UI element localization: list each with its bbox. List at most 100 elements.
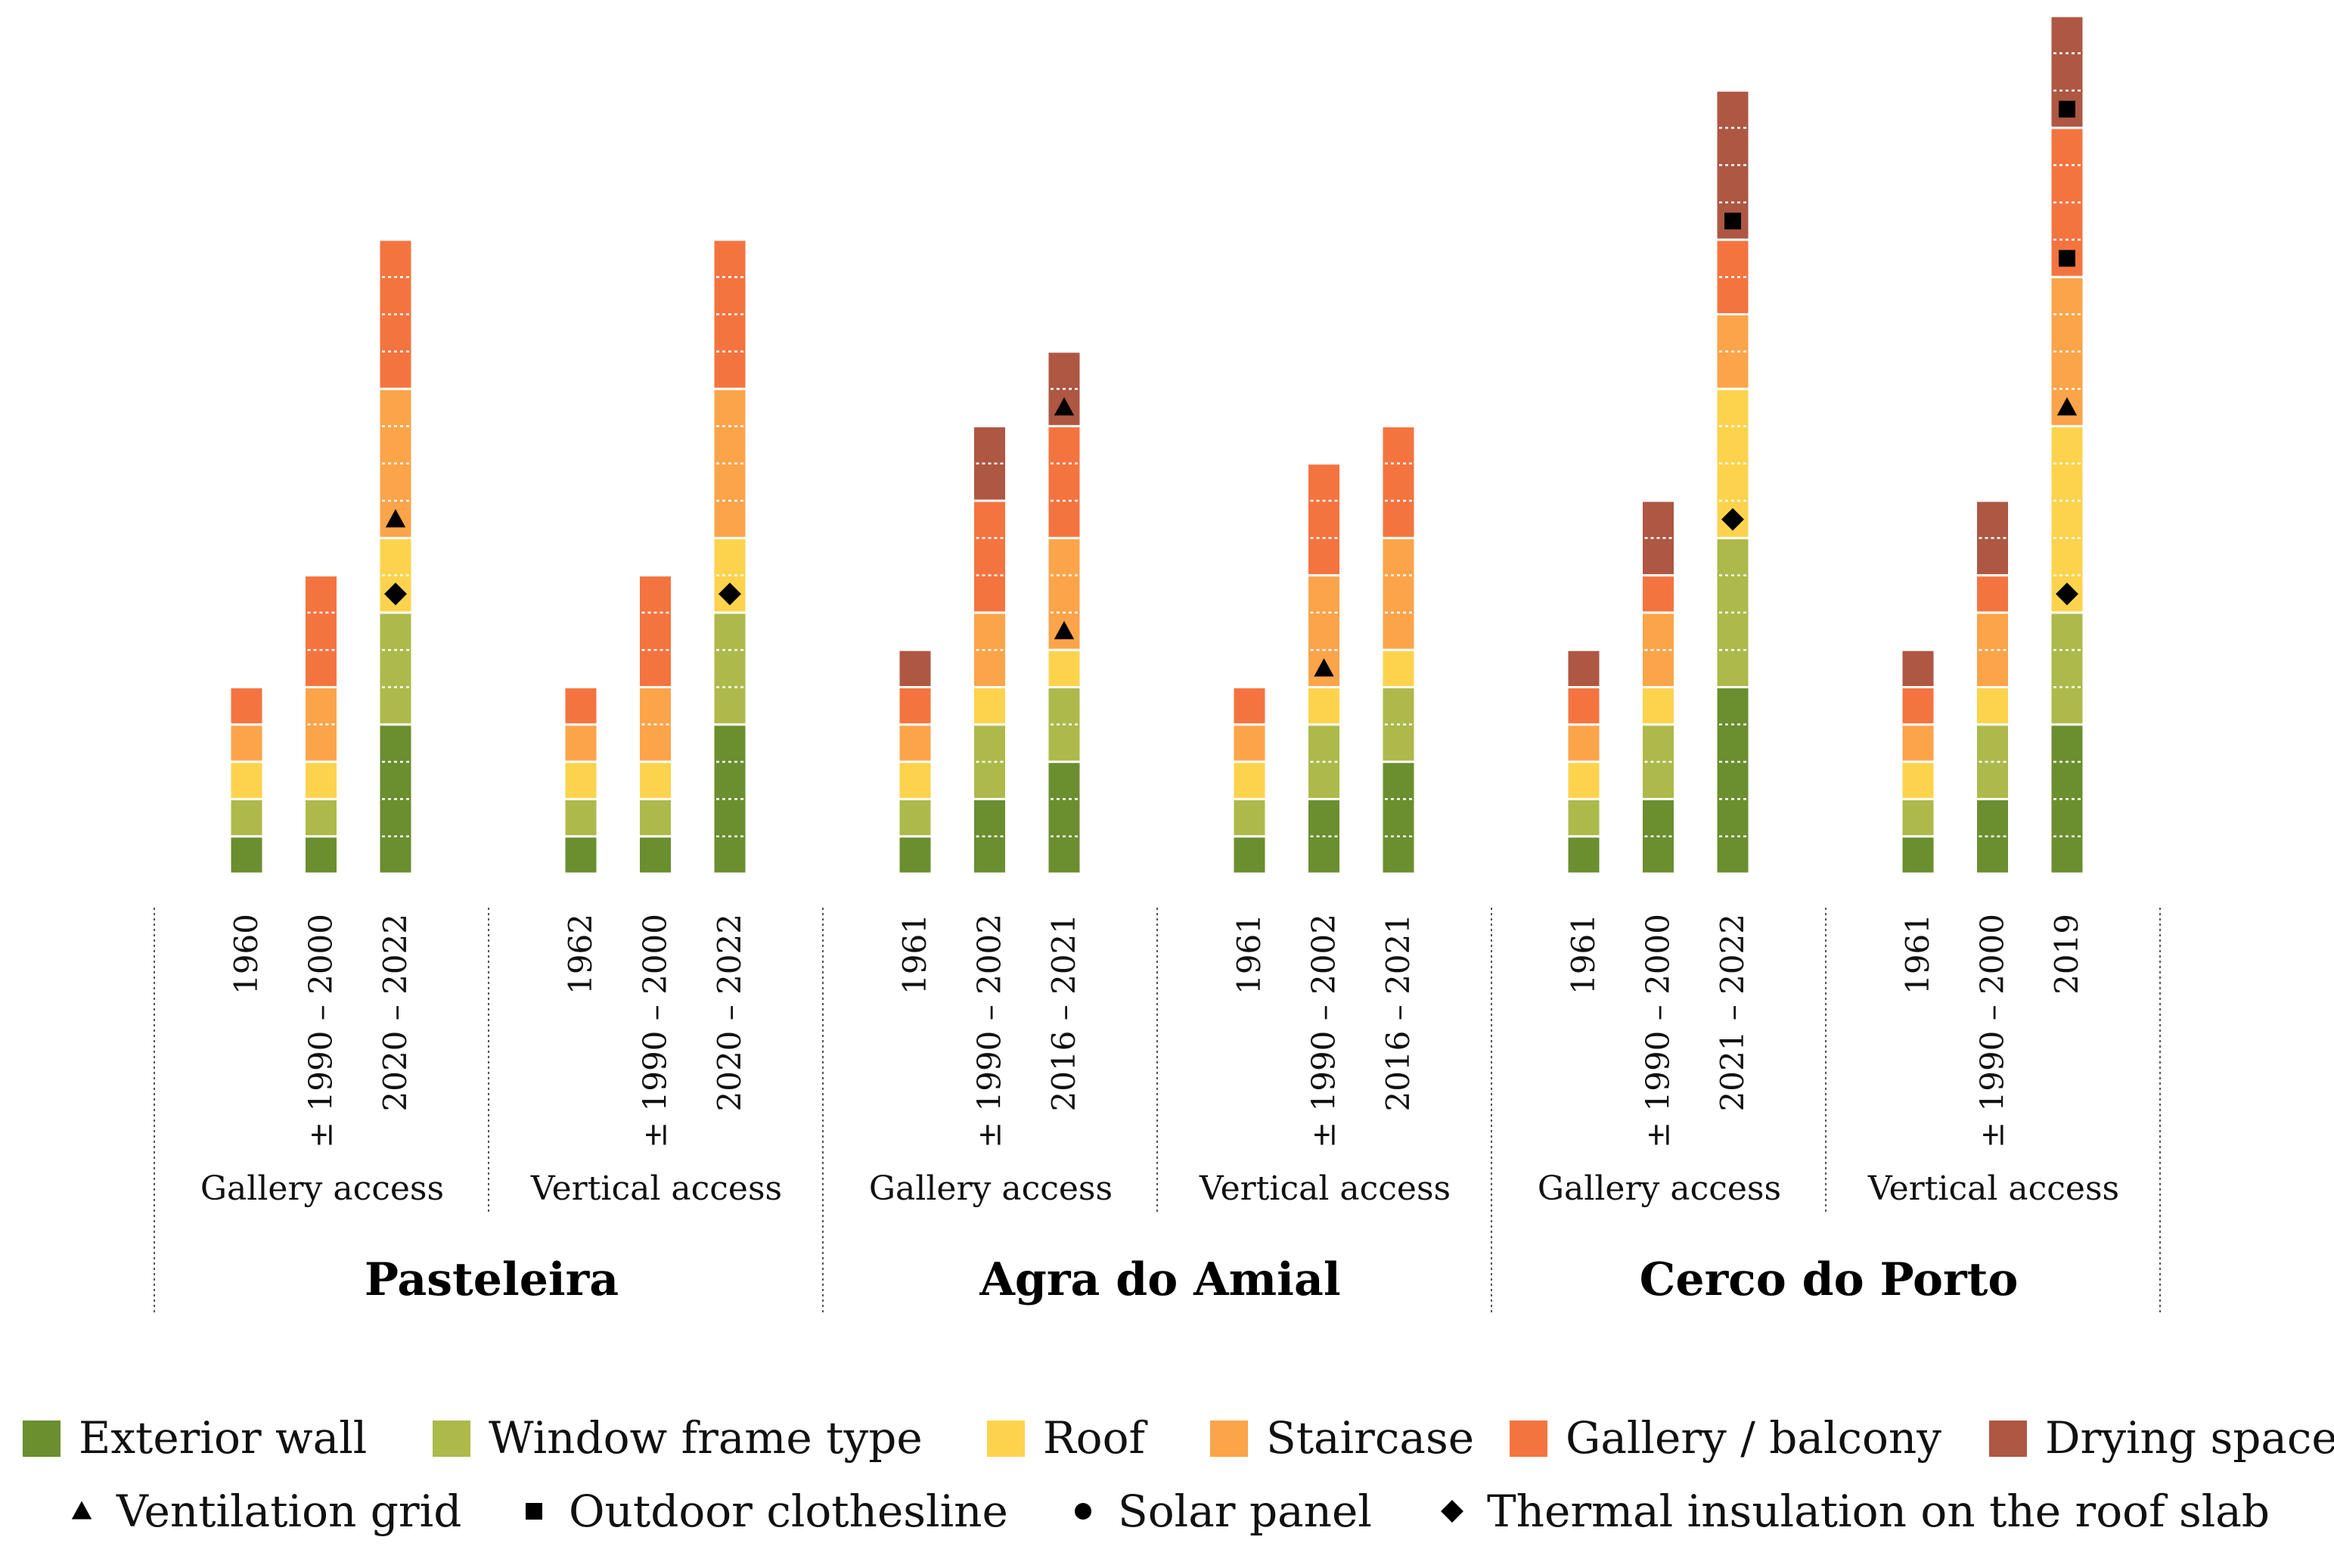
bar-segment-gallery-balcony bbox=[563, 686, 599, 726]
legend-label: Solar panel bbox=[1118, 1486, 1372, 1537]
group-label: Vertical access bbox=[530, 1169, 782, 1208]
group-label: Vertical access bbox=[1199, 1169, 1451, 1208]
legend-swatch-gallery-balcony bbox=[1510, 1421, 1547, 1457]
bar-segment-roof bbox=[897, 760, 933, 800]
bar-marker-diamond bbox=[719, 582, 741, 606]
legend-label: Ventilation grid bbox=[116, 1486, 461, 1537]
legend-marker-triangle bbox=[71, 1501, 92, 1520]
legend-label: Thermal insulation on the roof slab bbox=[1487, 1486, 2270, 1537]
bar-segment-window-frame-type bbox=[897, 797, 933, 838]
site-label: Cerco do Porto bbox=[1640, 1253, 2019, 1306]
labels-layer: 1960 ± 1990 – 2000 2020 – 2022 1962 ± 1990 –… bbox=[154, 908, 2161, 1312]
bar-tick-label: 2020 – 2022 bbox=[377, 914, 414, 1111]
bar-segment-exterior-wall bbox=[228, 835, 265, 875]
bar-segment-gallery-balcony bbox=[1046, 424, 1082, 539]
bar-tick-label: 1961 bbox=[896, 914, 933, 995]
bar-segment-roof bbox=[1640, 686, 1676, 726]
bar-tick-label: ± 1990 – 2000 bbox=[303, 914, 340, 1148]
bar-tick-label: 2021 – 2022 bbox=[1714, 914, 1751, 1111]
legend: Exterior wall Window frame type Roof Stairc… bbox=[23, 1412, 2334, 1537]
bar-segment-roof bbox=[638, 760, 673, 800]
bar-tick-label: 1960 bbox=[228, 914, 265, 995]
bar-segment-roof bbox=[972, 686, 1007, 726]
legend-marker-circle bbox=[1075, 1503, 1091, 1520]
bar-tick-label: 1961 bbox=[1231, 914, 1268, 995]
bar-segment-roof bbox=[1306, 686, 1342, 726]
bar-segment-exterior-wall bbox=[897, 835, 933, 875]
bar-marker-triangle bbox=[1054, 620, 1075, 640]
bar-tick-label: 1961 bbox=[1899, 914, 1936, 995]
bar-segment-exterior-wall bbox=[563, 835, 599, 875]
bar-segment-window-frame-type bbox=[638, 797, 673, 838]
bar-segment-window-frame-type bbox=[1231, 797, 1268, 838]
bar-marker-square bbox=[1724, 213, 1741, 230]
bar-segment-window-frame-type bbox=[377, 611, 414, 726]
bar-tick-label: 1961 bbox=[1565, 914, 1602, 995]
bar-segment-roof bbox=[228, 760, 265, 800]
bar-segment-roof bbox=[1231, 760, 1268, 800]
site-label: Agra do Amial bbox=[979, 1253, 1340, 1306]
bar-segment-roof bbox=[2049, 424, 2085, 614]
bar-segment-gallery-balcony bbox=[897, 686, 933, 726]
legend-swatch-staircase bbox=[1210, 1421, 1248, 1457]
bar-segment-roof bbox=[1566, 760, 1602, 800]
bar-segment-gallery-balcony bbox=[638, 574, 673, 688]
bar-segment-roof bbox=[1380, 648, 1417, 689]
bar-segment-roof bbox=[563, 760, 599, 800]
bar-tick-label: 2016 – 2021 bbox=[1045, 914, 1082, 1111]
bar-marker-diamond bbox=[384, 582, 407, 606]
bar-tick-label: 2020 – 2022 bbox=[711, 914, 748, 1111]
group-label: Gallery access bbox=[869, 1169, 1113, 1208]
bar-segment-window-frame-type bbox=[563, 797, 599, 838]
bar-segment-gallery-balcony bbox=[1975, 574, 2010, 614]
bar-segment-window-frame-type bbox=[1566, 797, 1602, 838]
bar-tick-label: 2016 – 2021 bbox=[1380, 914, 1417, 1111]
bar-segment-window-frame-type bbox=[712, 611, 748, 726]
bar-tick-label: ± 1990 – 2000 bbox=[637, 914, 674, 1148]
legend-label: Window frame type bbox=[489, 1412, 923, 1464]
bar-segment-staircase bbox=[1380, 536, 1417, 651]
bar-segment-gallery-balcony bbox=[1306, 462, 1342, 577]
legend-label: Roof bbox=[1043, 1412, 1148, 1464]
bar-tick-label: ± 1990 – 2002 bbox=[1305, 914, 1342, 1148]
group-label: Vertical access bbox=[1867, 1169, 2119, 1208]
bar-segment-window-frame-type bbox=[228, 797, 265, 838]
bar-tick-label: ± 1990 – 2000 bbox=[1974, 914, 2011, 1148]
bar-segment-gallery-balcony bbox=[303, 574, 339, 688]
bar-segment-window-frame-type bbox=[1900, 797, 1936, 838]
bar-segment-staircase bbox=[1231, 723, 1268, 763]
bar-segment-roof bbox=[303, 760, 339, 800]
bar-marker-triangle bbox=[1054, 397, 1075, 416]
bar-segment-gallery-balcony bbox=[1231, 686, 1268, 726]
legend-swatch-exterior-wall bbox=[23, 1421, 61, 1457]
bar-segment-staircase bbox=[1566, 723, 1602, 763]
bar-marker-square bbox=[2059, 250, 2075, 267]
bar-segment-exterior-wall bbox=[1900, 835, 1936, 875]
legend-marker-diamond bbox=[1441, 1500, 1463, 1523]
bar-segment-window-frame-type bbox=[2049, 611, 2085, 726]
legend-label: Exterior wall bbox=[79, 1412, 367, 1464]
bar-segment-exterior-wall bbox=[303, 835, 339, 875]
bar-tick-label: 1962 bbox=[562, 914, 599, 995]
bar-segment-roof bbox=[1975, 686, 2010, 726]
legend-swatch-window-frame-type bbox=[433, 1421, 470, 1457]
bar-segment-exterior-wall bbox=[1380, 760, 1417, 875]
legend-swatch-drying-space bbox=[1989, 1421, 2027, 1457]
bar-segment-staircase bbox=[563, 723, 599, 763]
bar-segment-gallery-balcony bbox=[1640, 574, 1676, 614]
bar-marker-triangle bbox=[1314, 658, 1334, 677]
bar-segment-gallery-balcony bbox=[1566, 686, 1602, 726]
bar-segment-drying-space bbox=[1900, 648, 1936, 689]
bar-marker-square bbox=[2059, 101, 2075, 118]
bar-segment-drying-space bbox=[897, 648, 933, 689]
legend-label: Gallery / balcony bbox=[1566, 1412, 1941, 1464]
bar-segment-gallery-balcony bbox=[228, 686, 265, 726]
bar-segment-exterior-wall bbox=[1231, 835, 1268, 875]
bar-tick-label: ± 1990 – 2000 bbox=[1640, 914, 1677, 1148]
bar-segment-gallery-balcony bbox=[1900, 686, 1936, 726]
group-label: Gallery access bbox=[1538, 1169, 1781, 1208]
legend-label: Drying space bbox=[2045, 1412, 2334, 1464]
legend-swatch-roof bbox=[987, 1421, 1025, 1457]
bar-marker-diamond bbox=[1721, 508, 1744, 531]
bar-tick-label: ± 1990 – 2002 bbox=[971, 914, 1008, 1148]
